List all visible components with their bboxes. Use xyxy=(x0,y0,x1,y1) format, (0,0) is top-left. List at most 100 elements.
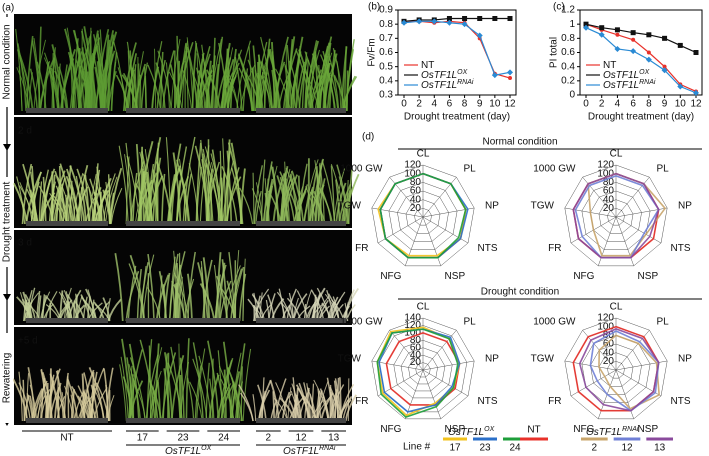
leaf xyxy=(221,259,228,322)
axis-label: NP xyxy=(678,354,692,365)
leaf xyxy=(25,35,34,112)
spoke xyxy=(422,360,475,371)
leaf xyxy=(284,161,288,225)
leaf xyxy=(218,42,229,112)
marker xyxy=(462,16,468,21)
leaf xyxy=(237,54,253,112)
leaf xyxy=(48,181,57,225)
pot xyxy=(256,108,346,113)
marker xyxy=(492,16,498,21)
leaf xyxy=(253,165,263,225)
legend-line: 24 xyxy=(509,443,521,454)
x-tick-label: 0 xyxy=(583,99,589,110)
r-tick-label: 100 xyxy=(404,168,421,179)
leaf xyxy=(274,68,291,112)
r-tick-label: 120 xyxy=(404,320,421,331)
x-tick-label: 4 xyxy=(615,99,621,110)
y-axis-title: Fv/Fm xyxy=(367,38,378,66)
leaf xyxy=(74,29,85,112)
leaf xyxy=(120,356,129,422)
leaf xyxy=(96,166,103,225)
x-tick-label: 6 xyxy=(447,99,453,110)
leaf xyxy=(56,63,61,112)
leaf xyxy=(51,174,56,225)
leaf xyxy=(185,42,189,112)
legend-group: OsTF1LOX xyxy=(448,426,495,438)
grid-ring xyxy=(405,199,441,234)
legend-group: NT xyxy=(527,425,540,436)
leaf xyxy=(143,66,147,112)
leaf xyxy=(163,368,171,422)
legend-line: 23 xyxy=(479,443,491,454)
leaf xyxy=(262,182,273,225)
leaf xyxy=(18,371,23,422)
leaf xyxy=(97,33,104,112)
leaf xyxy=(17,43,27,112)
legend-name: NT xyxy=(603,60,616,71)
marker xyxy=(583,24,589,31)
grid-ring xyxy=(607,361,625,379)
label-bg xyxy=(1,17,13,107)
leaf xyxy=(94,60,108,112)
leaf xyxy=(200,266,205,322)
leaf xyxy=(54,177,66,225)
section-title: Normal condition xyxy=(482,137,557,148)
leaf xyxy=(218,365,235,422)
leaf xyxy=(322,55,329,112)
leaf xyxy=(263,161,273,225)
series-polygon xyxy=(578,327,660,412)
leaf xyxy=(19,182,33,225)
axis-label: NFG xyxy=(380,424,401,435)
leaf xyxy=(274,378,287,422)
axis-label: FR xyxy=(548,396,561,407)
axis-label: NSP xyxy=(445,424,466,435)
marker xyxy=(583,21,589,27)
leaf xyxy=(257,54,263,112)
marker xyxy=(461,21,468,28)
axis-label: NP xyxy=(678,201,692,212)
leaf xyxy=(107,46,112,112)
leaf xyxy=(186,251,196,322)
leaf xyxy=(164,352,174,422)
leaf xyxy=(155,274,170,322)
grid-ring xyxy=(590,190,642,242)
leaf xyxy=(50,67,61,112)
legend-name: OsTF1L xyxy=(421,70,457,81)
leaf xyxy=(105,176,118,225)
grid-ring xyxy=(400,347,446,392)
leaf xyxy=(205,161,220,225)
leaf xyxy=(179,374,183,422)
series-line xyxy=(585,23,697,54)
leaf xyxy=(330,165,335,225)
leaf xyxy=(214,274,221,322)
leaf xyxy=(43,61,49,112)
axis-label: NFG xyxy=(573,271,594,282)
legend-line: 17 xyxy=(449,443,461,454)
r-tick-label: 40 xyxy=(603,194,615,205)
leaf xyxy=(212,37,216,112)
leaf xyxy=(242,267,245,322)
panel-label: (c) xyxy=(553,2,565,13)
group-label-base: OsTF1L xyxy=(283,446,319,456)
leaf xyxy=(166,165,181,225)
marker xyxy=(401,19,407,26)
r-tick-label: 120 xyxy=(597,313,614,324)
leaf xyxy=(239,168,246,225)
leaf xyxy=(136,179,153,225)
legend-name: NT xyxy=(421,60,434,71)
series-polygon xyxy=(379,172,467,259)
leaf xyxy=(103,34,110,112)
leaf xyxy=(80,369,95,422)
y-tick-label: 0.3 xyxy=(379,90,393,101)
legend-name: OsTF1L xyxy=(603,70,639,81)
leaf xyxy=(157,50,172,112)
r-tick-label: 80 xyxy=(410,335,422,346)
axis-label: PL xyxy=(463,163,476,174)
line-label: 13 xyxy=(328,433,340,444)
marker xyxy=(631,37,636,42)
axis-label: 1000 GW xyxy=(533,316,576,327)
leaf xyxy=(147,64,162,112)
leaf xyxy=(186,377,195,422)
grid-ring xyxy=(598,199,634,234)
